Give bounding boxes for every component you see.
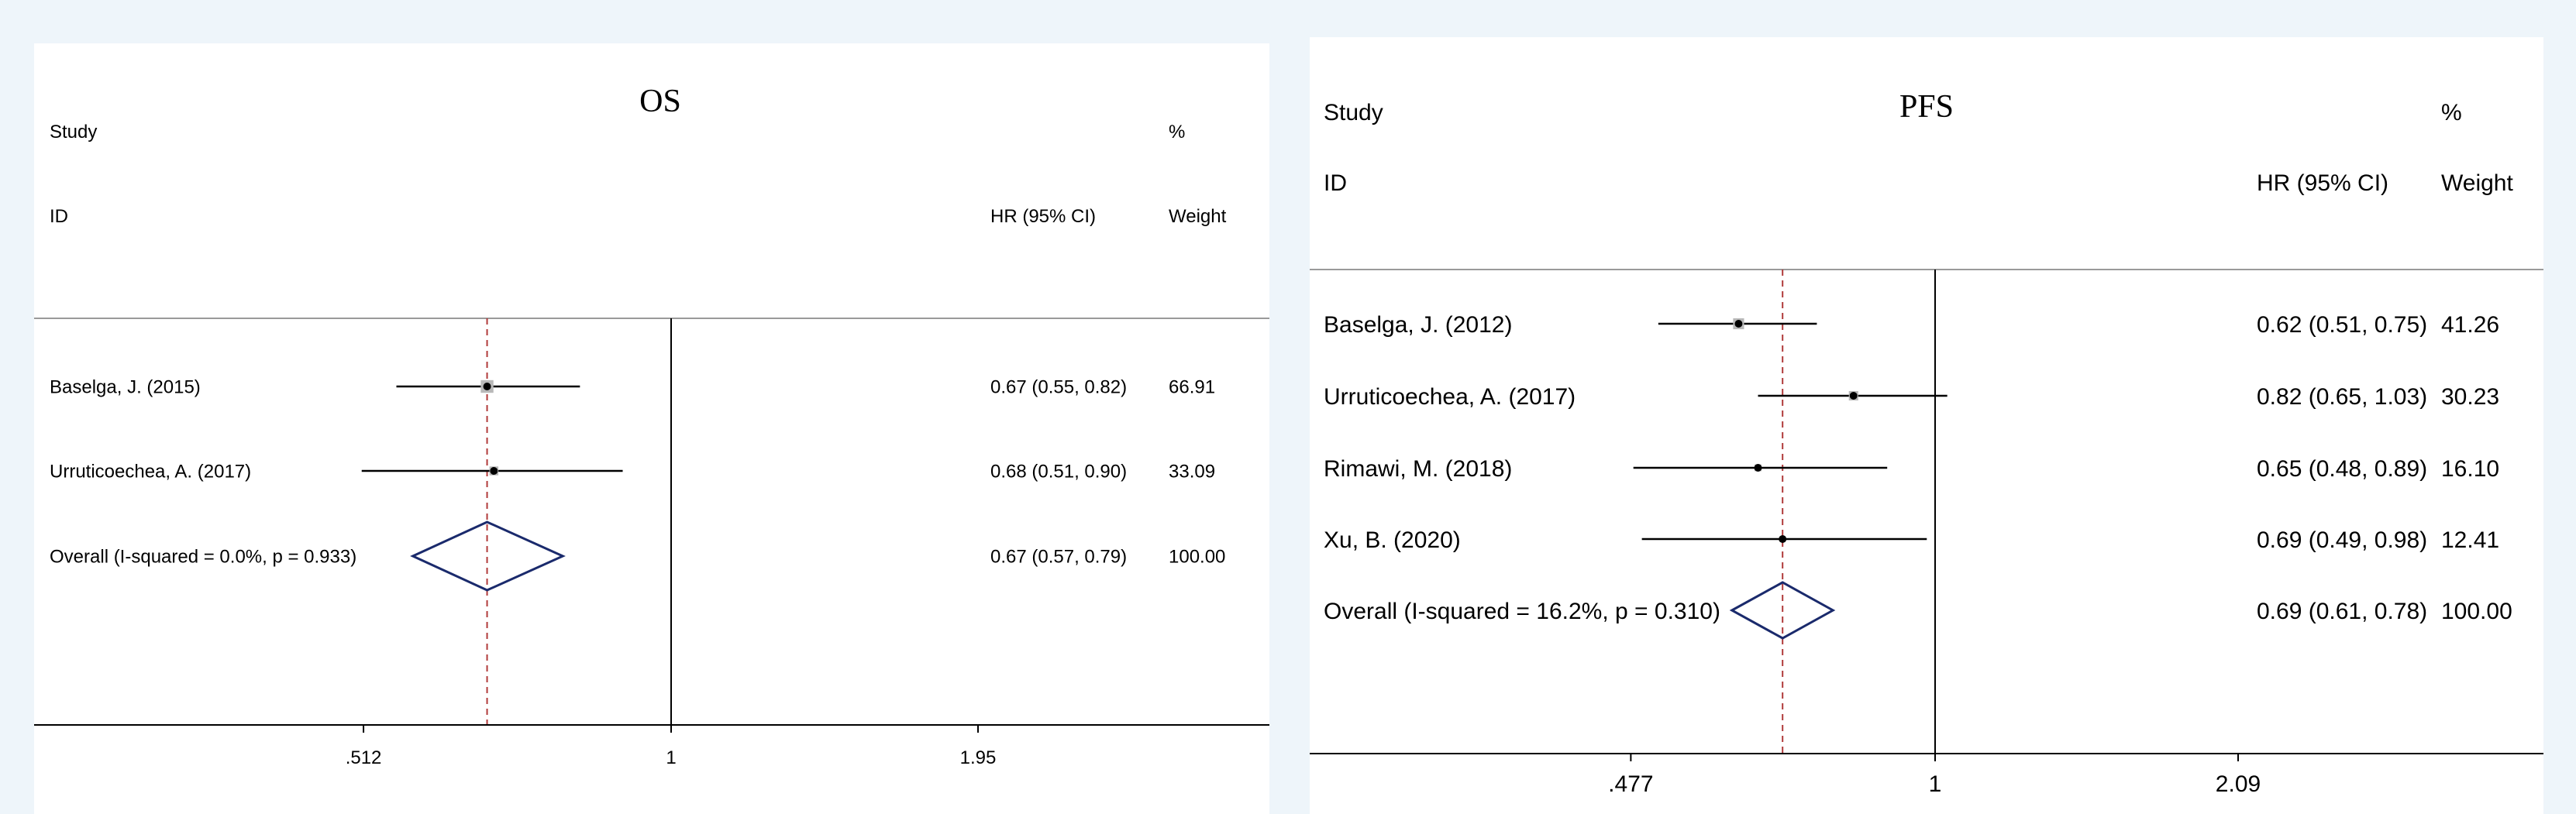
header-weight: Weight [1169, 206, 1227, 227]
study-weight: 12.41 [2441, 527, 2499, 553]
study-label: Xu, B. (2020) [1324, 527, 1461, 553]
study-hr-ci: 0.65 (0.48, 0.89) [2257, 456, 2427, 482]
study-label: Urruticoechea, A. (2017) [1324, 384, 1576, 410]
pfs-forest-plot-panel: PFS Study ID HR (95% CI)% Weight .477 1 2.09 Bas… [1310, 37, 2543, 814]
study-hr-ci: 0.82 (0.65, 1.03) [2257, 384, 2427, 410]
study-hr-ci: 0.69 (0.49, 0.98) [2257, 527, 2427, 553]
chart-title: OS [639, 84, 681, 119]
study-weight: 16.10 [2441, 456, 2499, 482]
header-id: ID [1324, 170, 1347, 196]
overall-hr-ci: 0.69 (0.61, 0.78) [2257, 599, 2427, 624]
overall-diamond [1729, 581, 1836, 640]
header-study: Study [50, 122, 97, 143]
study-weight: 41.26 [2441, 312, 2499, 338]
point-estimate [483, 383, 491, 390]
header-hr: HR (95% CI) [990, 206, 1096, 227]
x-tick-label: .477 [1608, 771, 1653, 797]
x-tick-label: 1.95 [960, 747, 997, 768]
study-weight: 33.09 [1169, 462, 1215, 483]
x-tick-label: 1 [1929, 771, 1942, 797]
study-label: Urruticoechea, A. (2017) [50, 462, 251, 483]
point-estimate [1734, 320, 1743, 328]
header-hr: HR (95% CI) [2257, 170, 2388, 196]
overall-hr-ci: 0.67 (0.57, 0.79) [990, 547, 1127, 568]
chart-title: PFS [1899, 89, 1954, 125]
overall-diamond [410, 520, 566, 592]
point-estimate [1779, 535, 1787, 543]
study-label: Baselga, J. (2015) [50, 377, 201, 398]
overall-label: Overall (I-squared = 16.2%, p = 0.310) [1324, 599, 1720, 624]
study-hr-ci: 0.62 (0.51, 0.75) [2257, 312, 2427, 338]
point-estimate [1849, 392, 1858, 400]
x-tick-label: 2.09 [2216, 771, 2261, 797]
header-weight: Weight [2441, 170, 2513, 196]
overall-label: Overall (I-squared = 0.0%, p = 0.933) [50, 547, 356, 568]
point-estimate [1754, 464, 1762, 472]
os-forest-plot-panel: OS Study ID HR (95% CI)% Weight .512 1 1.95 Base… [34, 43, 1269, 814]
study-weight: 30.23 [2441, 384, 2499, 410]
header-study: Study [1324, 100, 1383, 125]
pfs-forest-plot: PFS Study ID HR (95% CI)% Weight .477 1 2.09 Bas… [1310, 89, 2543, 797]
x-tick-label: .512 [346, 747, 382, 768]
x-tick-label: 1 [666, 747, 676, 768]
os-forest-plot: OS Study ID HR (95% CI)% Weight .512 1 1.95 Base… [34, 84, 1269, 768]
header-id: ID [50, 206, 68, 227]
study-label: Baselga, J. (2012) [1324, 312, 1512, 338]
overall-weight: 100.00 [1169, 547, 1225, 568]
header-weight-percent: % [2441, 100, 2462, 125]
study-hr-ci: 0.67 (0.55, 0.82) [990, 377, 1127, 398]
overall-weight: 100.00 [2441, 599, 2512, 624]
point-estimate [490, 467, 498, 475]
study-label: Rimawi, M. (2018) [1324, 456, 1512, 482]
header-weight-percent: % [1169, 122, 1185, 143]
study-hr-ci: 0.68 (0.51, 0.90) [990, 462, 1127, 483]
study-weight: 66.91 [1169, 377, 1215, 398]
